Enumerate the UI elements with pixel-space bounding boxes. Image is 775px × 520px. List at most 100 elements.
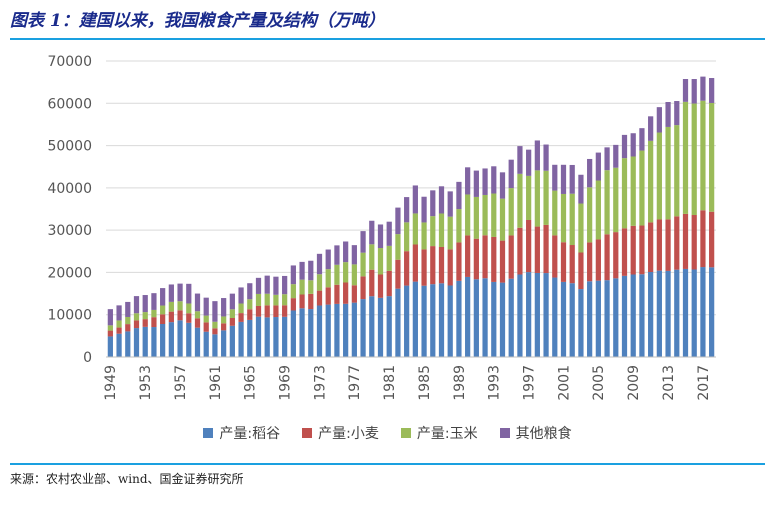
- y-tick-label: 20000: [47, 265, 92, 281]
- bar-segment: [691, 103, 697, 216]
- top-divider: [10, 38, 765, 40]
- bar-segment: [700, 100, 706, 211]
- bar-segment: [569, 164, 575, 194]
- bar-segment: [125, 316, 131, 325]
- bar-segment: [290, 284, 296, 299]
- x-tick-label: 1965: [243, 365, 259, 401]
- bar-segment: [517, 227, 523, 275]
- bar-segment: [369, 269, 375, 297]
- bar-segment: [447, 191, 453, 217]
- legend-label: 产量:稻谷: [219, 426, 281, 442]
- x-tick-label: 2005: [591, 365, 607, 401]
- bar-segment: [142, 295, 148, 313]
- bar-segment: [534, 170, 540, 227]
- bar-segment: [665, 126, 671, 220]
- bar-segment: [404, 285, 410, 357]
- bar-segment: [691, 269, 697, 357]
- bar-segment: [308, 260, 314, 281]
- bar-segment: [177, 301, 183, 311]
- bar-segment: [700, 76, 706, 101]
- bar-segment: [560, 193, 567, 243]
- bar-segment: [316, 274, 323, 291]
- bar-segment: [526, 175, 532, 220]
- bar-segment: [482, 168, 488, 195]
- y-tick-label: 30000: [47, 223, 92, 239]
- bar-segment: [700, 267, 706, 357]
- bar-segment: [107, 325, 113, 331]
- bar-segment: [534, 140, 540, 171]
- bar-segment: [255, 305, 262, 317]
- bar-segment: [552, 164, 558, 191]
- bar-segment: [229, 309, 235, 318]
- bar-segment: [648, 272, 654, 357]
- bar-segment: [587, 242, 593, 282]
- bar-segment: [186, 322, 192, 357]
- bar-segment: [177, 310, 183, 321]
- bar-segment: [621, 134, 628, 159]
- bar-segment: [665, 102, 671, 127]
- x-axis: 1949 1953 1957 1961 1965 1969 1973 1977 1981 1985…: [103, 356, 716, 401]
- bar-segment: [160, 324, 166, 357]
- x-tick-label: 2013: [661, 365, 677, 401]
- bar-segment: [386, 296, 392, 357]
- bar-segment: [160, 288, 166, 306]
- bar-segment: [517, 274, 523, 357]
- x-tick-label: 1957: [173, 365, 189, 401]
- x-tick-label: 1981: [382, 365, 398, 401]
- bar-segment: [438, 186, 445, 214]
- bar-segment: [334, 303, 340, 357]
- y-tick-label: 40000: [47, 181, 92, 197]
- bar-segment: [273, 294, 279, 306]
- x-tick-label: 1977: [347, 365, 363, 401]
- bar-segment: [142, 326, 148, 357]
- bar-segment: [412, 281, 418, 357]
- bar-segment: [229, 293, 235, 310]
- bar-segment: [325, 287, 331, 305]
- bar-segment: [282, 316, 288, 357]
- bar-segment: [299, 261, 305, 280]
- bar-segment: [526, 149, 532, 176]
- x-tick-label: 2009: [626, 365, 642, 401]
- bar-segment: [125, 324, 131, 332]
- legend-swatch: [203, 428, 214, 438]
- y-axis: 0 10000 20000 30000 40000 50000 60000 70000: [47, 54, 92, 366]
- bar-segment: [543, 144, 549, 171]
- bar-segment: [456, 181, 462, 210]
- bar-segment: [447, 285, 453, 357]
- legend-swatch: [499, 428, 510, 438]
- bar-segment: [656, 270, 662, 357]
- bar-segment: [639, 128, 645, 151]
- bar-segment: [456, 280, 462, 357]
- bar-segment: [682, 268, 689, 357]
- bar-segment: [621, 275, 628, 357]
- bar-segment: [552, 277, 558, 357]
- bar-segment: [552, 190, 558, 236]
- x-tick-label: 1997: [522, 365, 538, 401]
- bar-segment: [194, 318, 201, 328]
- bar-segment: [377, 224, 384, 249]
- bar-segment: [578, 174, 584, 204]
- x-tick-label: 1989: [452, 365, 468, 401]
- bar-segment: [447, 249, 453, 286]
- bar-segment: [473, 170, 479, 197]
- bar-segment: [587, 158, 593, 188]
- bar-segment: [569, 283, 575, 357]
- bar-segment: [595, 280, 601, 357]
- bar-segment: [142, 312, 148, 320]
- bar-segment: [369, 244, 375, 270]
- bar-segment: [194, 311, 201, 319]
- bar-segment: [325, 304, 331, 357]
- bar-segment: [560, 281, 567, 357]
- bar-segment: [343, 262, 349, 283]
- bar-segment: [282, 294, 288, 306]
- bar-segment: [578, 289, 584, 357]
- bar-segment: [282, 275, 288, 295]
- bar-segment: [543, 224, 549, 274]
- bar-segment: [613, 232, 619, 279]
- bar-segment: [264, 305, 270, 318]
- bar-segment: [116, 305, 122, 321]
- bar-segment: [125, 331, 131, 357]
- bar-segment: [194, 293, 201, 312]
- bar-segment: [221, 330, 227, 357]
- bar-segment: [377, 248, 384, 275]
